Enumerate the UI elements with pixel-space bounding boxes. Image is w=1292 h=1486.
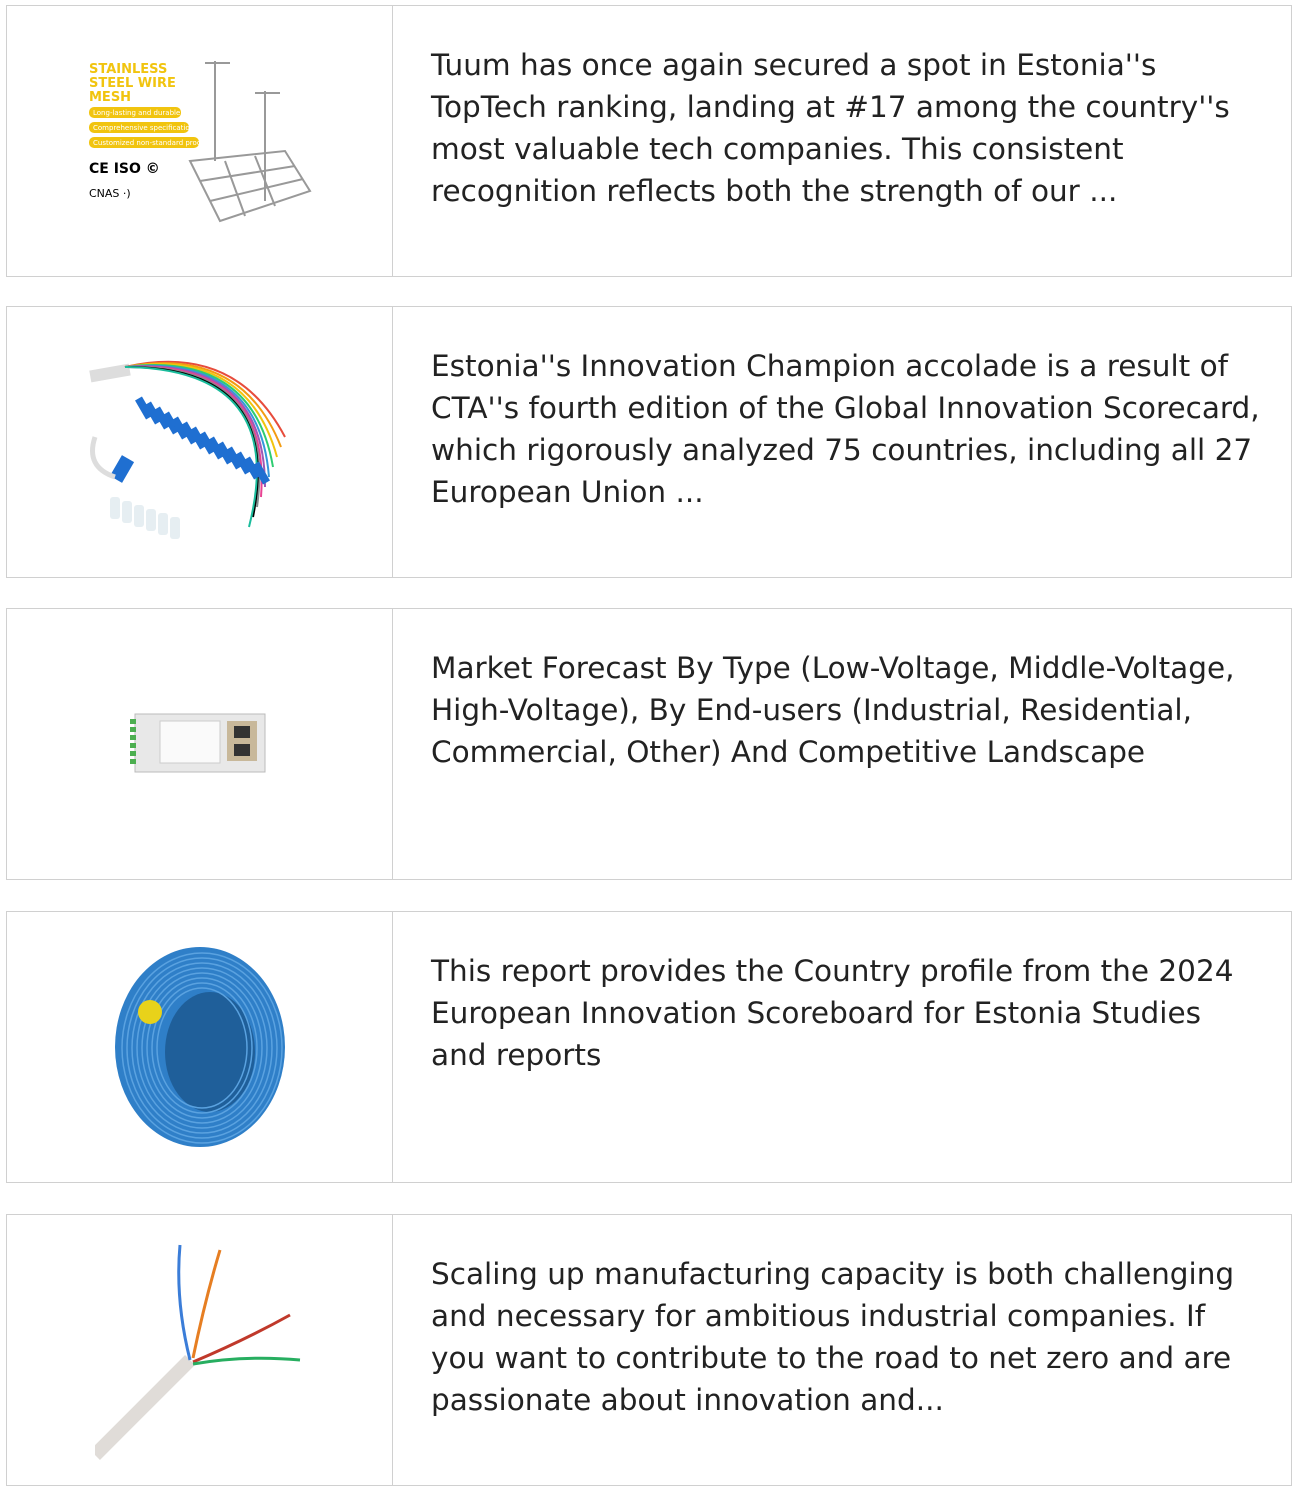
- summary-text[interactable]: This report provides the Country profile…: [393, 912, 1291, 1182]
- image-text: STEEL WIRE: [89, 76, 176, 91]
- news-card[interactable]: Market Forecast By Type (Low-Voltage, Mi…: [6, 608, 1292, 880]
- news-card[interactable]: Estonia''s Innovation Champion accolade …: [6, 306, 1292, 578]
- page: STAINLESS STEEL WIRE MESH Long-lasting a…: [0, 0, 1292, 1484]
- summary-text[interactable]: Estonia''s Innovation Champion accolade …: [393, 307, 1291, 577]
- product-image: STAINLESS STEEL WIRE MESH Long-lasting a…: [85, 51, 315, 231]
- product-image: [85, 337, 315, 547]
- summary-text[interactable]: Tuum has once again secured a spot in Es…: [393, 6, 1291, 276]
- summary-text[interactable]: Scaling up manufacturing capacity is bot…: [393, 1215, 1291, 1485]
- thumbnail[interactable]: [7, 307, 393, 577]
- news-card[interactable]: Scaling up manufacturing capacity is bot…: [6, 1214, 1292, 1486]
- image-text: Customized non-standard products: [93, 139, 216, 147]
- image-text: Comprehensive specifications: [93, 124, 198, 132]
- thumbnail[interactable]: STAINLESS STEEL WIRE MESH Long-lasting a…: [7, 6, 393, 276]
- image-text: MESH: [89, 90, 131, 105]
- summary-text[interactable]: Market Forecast By Type (Low-Voltage, Mi…: [393, 609, 1291, 879]
- news-card[interactable]: STAINLESS STEEL WIRE MESH Long-lasting a…: [6, 5, 1292, 277]
- svg-text:CNAS ·): CNAS ·): [89, 187, 131, 200]
- thumbnail[interactable]: [7, 912, 393, 1182]
- thumbnail[interactable]: [7, 609, 393, 879]
- thumbnail[interactable]: [7, 1215, 393, 1485]
- news-card[interactable]: This report provides the Country profile…: [6, 911, 1292, 1183]
- product-image: [110, 942, 290, 1152]
- image-text: Long-lasting and durable: [93, 109, 180, 117]
- product-image: [95, 1240, 305, 1460]
- product-image: [130, 709, 270, 779]
- image-text: STAINLESS: [89, 62, 167, 77]
- svg-text:CE ISO ©: CE ISO ©: [89, 161, 160, 177]
